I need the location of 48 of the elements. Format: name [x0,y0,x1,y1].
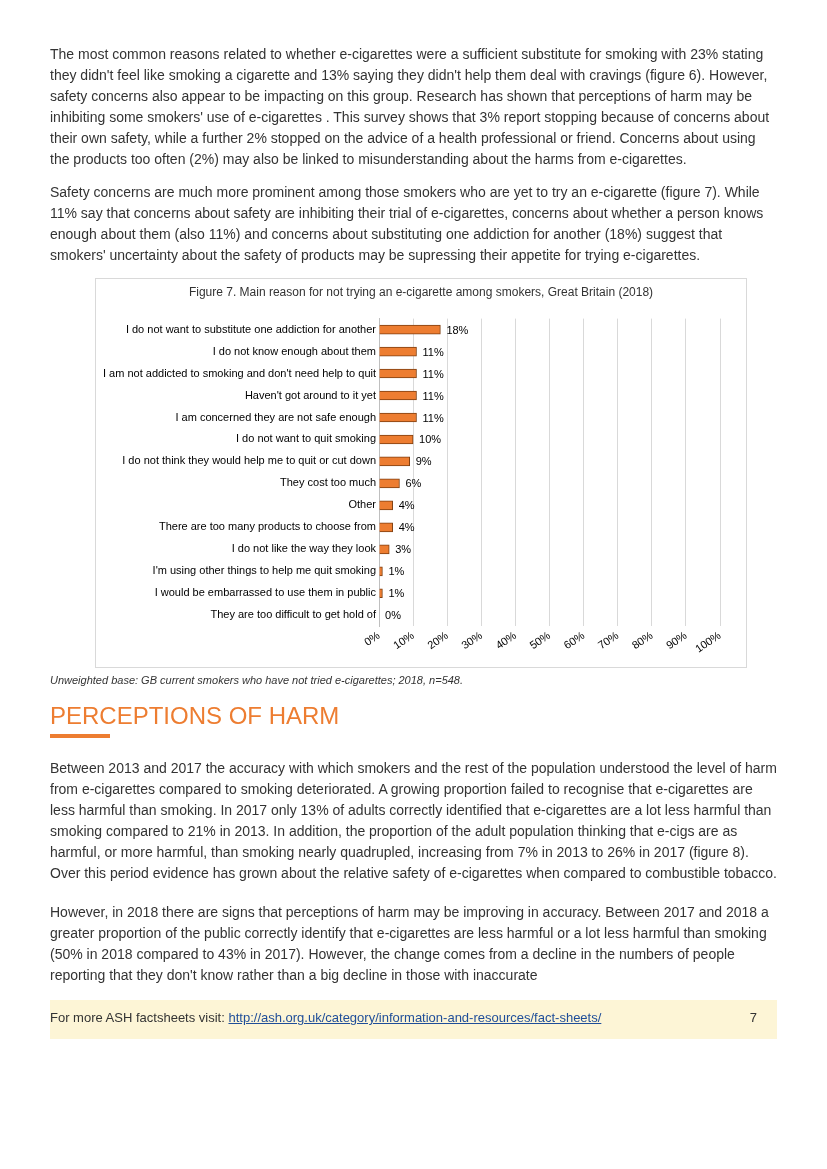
text: Unweighted base: GB current smokers who have not tried e-cigarettes; 2018, n=548. [50,674,465,686]
text: However, in 2018 there are signs that perceptions of harm may be improving in accuracy. Between 2017 and 2018 a greater proportion of the public correctly identify that e-cigarettes are less harmful or a lot less harmful than smoking (50% in 2018 compared to 43% in 2017). However, the change comes from a decline in the numbers of people reporting that they don't know rather than a big decline in those with inaccurate [50,903,770,985]
data-label: 18% [446,323,469,336]
y-tick-label: I am not addicted to smoking and don't need help to quit [102,366,377,379]
x-tick-label: 40% [493,628,519,652]
y-tick-label: Other [348,498,377,511]
text: The most common reasons related to whether e-cigarettes were a sufficient substitute for smoking with 23% stating they didn't feel like smoking a cigarette and 13% saying they didn't help them deal with cravings (figure 6). However, safety concerns also appear to be impacting on this group. Research has shown that perceptions of harm may be inhibiting some smokers' use of e-cigarettes . This survey shows that 3% report stopping because of concerns about their own safety, while a further 2% stopped on the advice of a health professional or friend. Concerns about using the products too often (2%) may also be linked to misunderstanding about the harms from e-cigarettes. [50,45,771,169]
x-tick-label: 10% [390,628,417,652]
y-tick-label: I do not want to substitute one addiction for another [125,322,377,335]
chart-title: Figure 7. Main reason for not trying an e-cigarette among smokers, Great Britain (2018) [187,285,655,299]
data-label: 0% [385,609,402,622]
text: Safety concerns are much more prominent among those smokers who are yet to try an e-cigarette (figure 7). While 11% say that concerns about safety are inhibiting their trial of e-cigarettes, concerns about whether a person knows enough about them (also 11%) and concerns about substituting one addiction for another (18%) suggest that smokers' uncertainty about the safety of products may be supressing their appetite for trying e-cigarettes. [50,183,765,265]
x-tick-label: 70% [595,628,621,652]
x-tick-label: 0% [361,628,383,648]
y-tick-label: I would be embarrassed to use them in public [154,586,377,599]
text: For more ASH factsheets visit: [50,1010,225,1025]
y-tick-label: I'm using other things to help me quit smoking [152,564,377,577]
x-tick-label: 80% [629,628,655,652]
data-label: 10% [419,433,442,446]
x-tick-label: 30% [459,628,485,652]
y-tick-label: I am concerned they are not safe enough [175,410,377,423]
text: 7 [749,1010,757,1025]
y-tick-label: Haven't got around to it yet [244,388,377,401]
text: PERCEPTIONS OF HARM [50,702,341,730]
data-label: 1% [388,587,405,600]
x-tick-label: 90% [663,628,689,652]
y-tick-label: I do not want to quit smoking [235,432,377,445]
data-label: 11% [422,345,444,358]
text: Between 2013 and 2017 the accuracy with which smokers and the rest of the population understood the level of harm from e-cigarettes compared to smoking deteriorated. A growing proportion failed to recognise that e-cigarettes are less harmful than smoking. In 2017 only 13% of adults correctly identified that e-cigarettes are a lot less harmful than smoking compared to 21% in 2013. In addition, the proportion of the adult population thinking that e-cigs are as harmful, or more harmful, than smoking nearly quadrupled, increasing from 7% in 2013 to 26% in 2017 (figure 8). Over this period evidence has grown about the relative safety of e-cigarettes when compared to combustible tobacco. [50,759,777,883]
x-tick-label: 50% [527,628,553,652]
data-label: 11% [422,389,444,402]
y-tick-label: I do not think they would help me to quit or cut down [122,454,377,467]
y-tick-label: I do not like the way they look [231,542,377,555]
data-label: 4% [398,521,415,534]
data-label: 6% [405,477,422,490]
data-label: 11% [422,411,444,424]
data-label: 9% [415,455,432,468]
data-label: 3% [395,543,412,556]
y-tick-label: They cost too much [280,476,377,489]
y-tick-label: There are too many products to choose from [158,520,377,533]
data-label: 11% [422,367,444,380]
data-label: 4% [398,499,415,512]
x-tick-label: 60% [561,628,587,652]
y-tick-label: They are too difficult to get hold of [210,608,377,621]
text: http://ash.org.uk/category/information-and-resources/fact-sheets/ [228,1010,602,1025]
data-label: 1% [388,565,405,578]
y-tick-label: I do not know enough about them [212,344,377,357]
x-tick-label: 20% [425,628,451,652]
